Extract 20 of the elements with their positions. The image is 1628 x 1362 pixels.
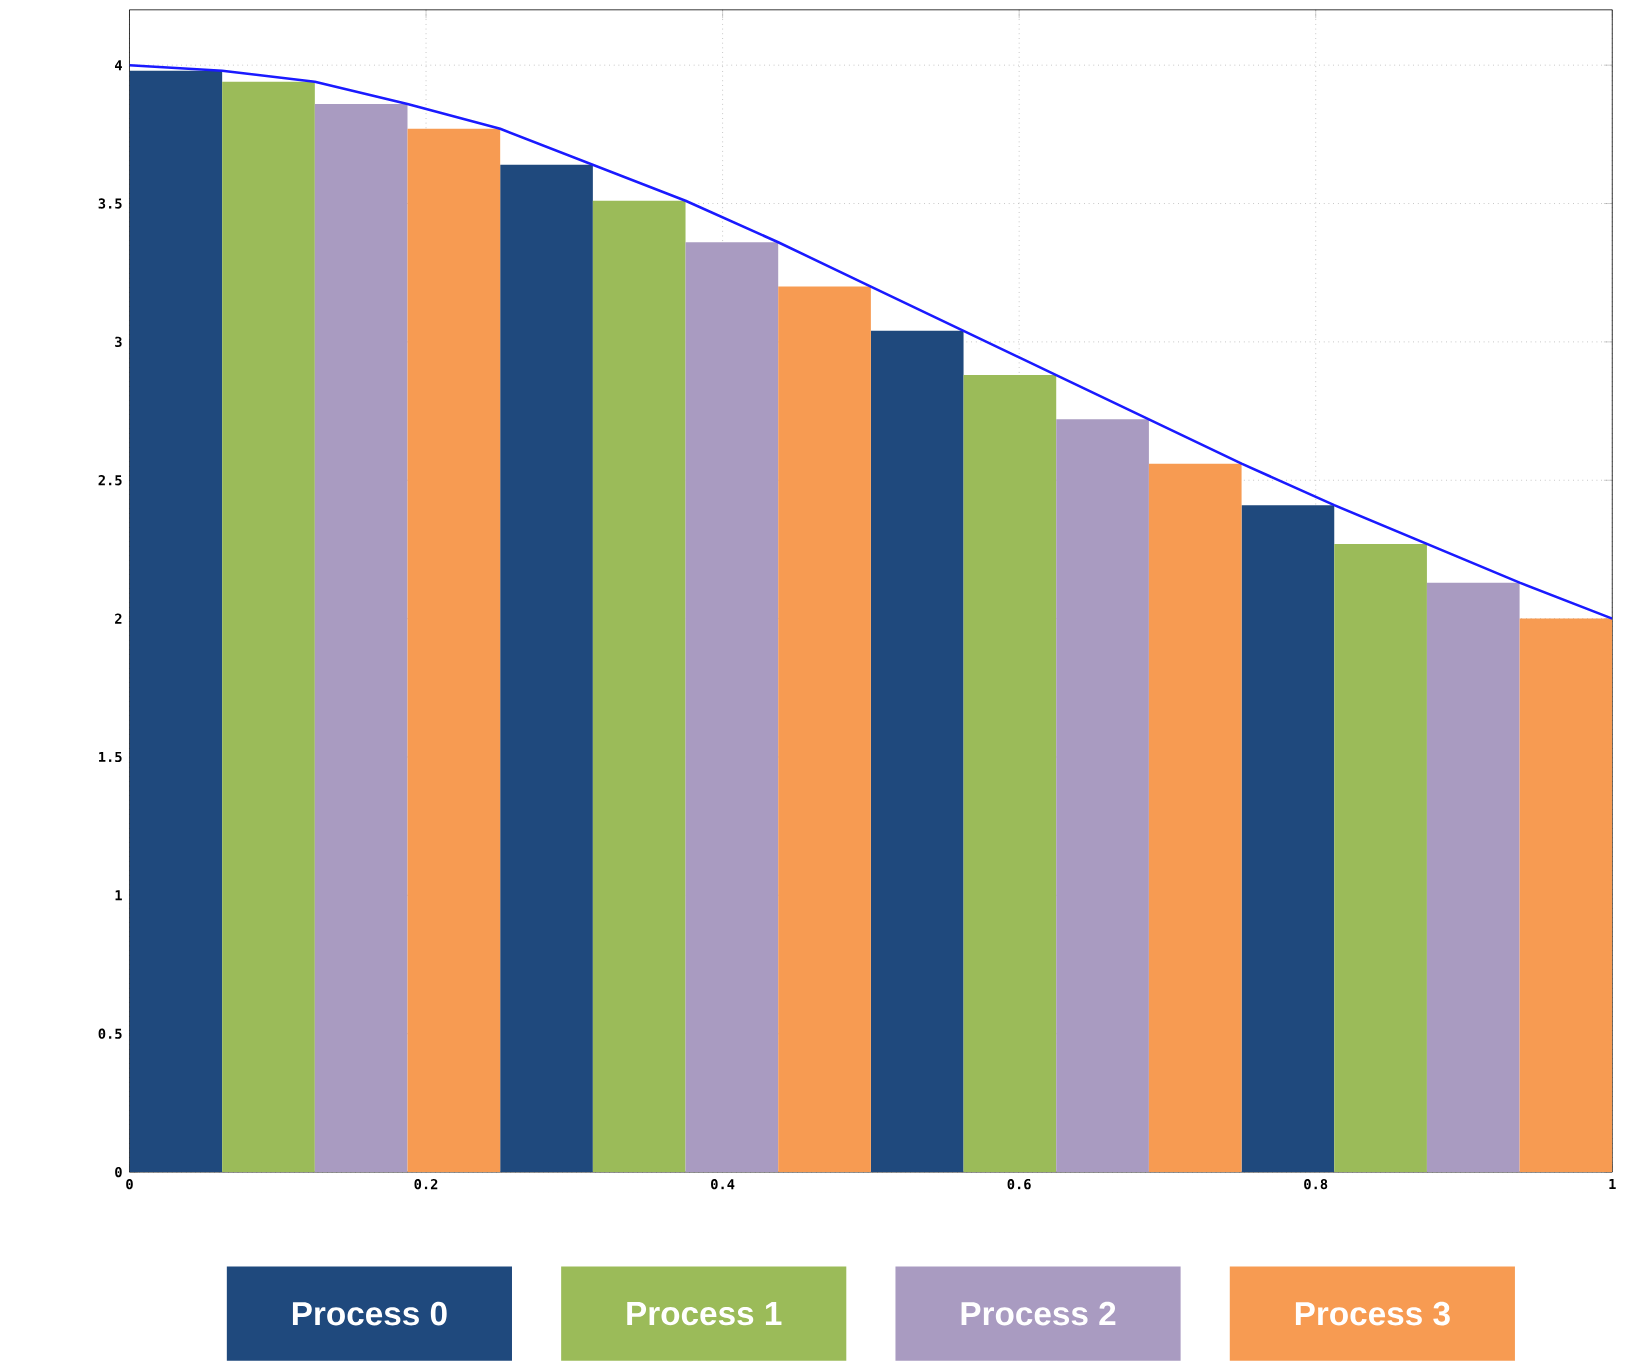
bar xyxy=(407,128,501,1172)
text: Process 0 xyxy=(292,1301,447,1326)
bar xyxy=(1056,418,1149,1172)
bar xyxy=(129,70,223,1172)
bar xyxy=(1334,543,1427,1172)
bar xyxy=(1148,463,1242,1172)
bar xyxy=(778,286,871,1172)
bar xyxy=(1426,582,1520,1172)
bar xyxy=(685,241,779,1172)
bar xyxy=(963,374,1057,1172)
bar xyxy=(222,81,315,1172)
text: Process 2 xyxy=(961,1301,1116,1326)
bar xyxy=(1519,618,1613,1172)
bar xyxy=(500,164,593,1172)
bar xyxy=(1241,504,1335,1172)
text: Process 1 xyxy=(627,1301,782,1325)
text: Process 3 xyxy=(1295,1301,1450,1326)
bar xyxy=(870,330,964,1172)
bar xyxy=(314,103,408,1172)
bar xyxy=(592,200,686,1172)
